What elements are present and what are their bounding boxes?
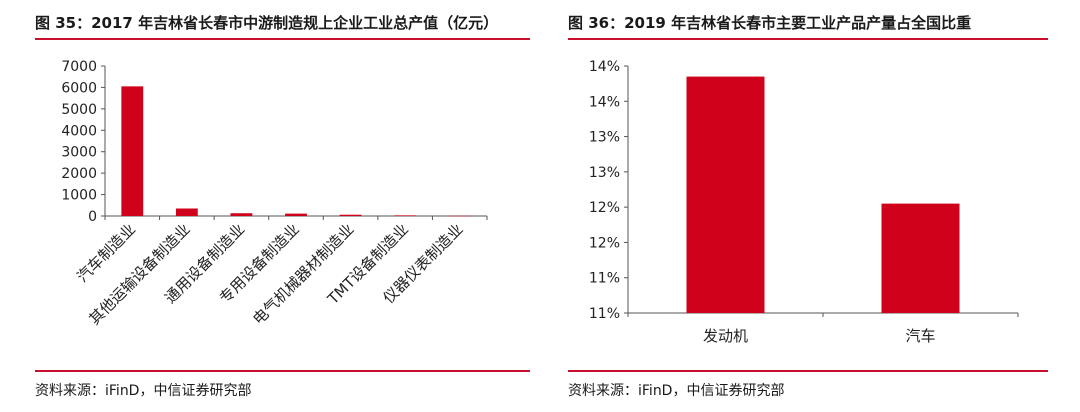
- y-tick-label: 2000: [61, 166, 97, 182]
- right-top-rule: [568, 38, 1048, 40]
- y-tick-label: 7000: [61, 59, 97, 75]
- y-tick-label: 14%: [589, 59, 620, 75]
- left-bottom-rule: [35, 370, 530, 372]
- y-tick-label: 4000: [61, 123, 97, 139]
- right-bottom-rule: [568, 370, 1048, 372]
- y-tick-label: 5000: [61, 102, 97, 118]
- bar-4: [285, 213, 307, 216]
- y-tick-label: 13%: [589, 165, 620, 181]
- y-tick-label: 3000: [61, 145, 97, 161]
- y-tick-label: 12%: [589, 235, 620, 251]
- x-category-label: 汽车: [905, 327, 935, 345]
- bar-1: [121, 86, 144, 216]
- right-bar-chart: 11% 11% 12% 12% 13% 13% 14% 14% 发动机 汽车: [589, 59, 1019, 345]
- left-bar-chart: 01000200030004000500060007000汽车制造业其他运输设备…: [61, 59, 488, 328]
- bar-2: [881, 203, 960, 313]
- y-tick-label: 1000: [61, 188, 97, 204]
- right-figure-panel: 图 36：2019 年吉林省长春市主要工业产品产量占全国比重 11% 11% 12%…: [568, 0, 1048, 412]
- left-figure-panel: 图 35：2017 年吉林省长春市中游制造规上企业工业总产值（亿元） 0 1000…: [35, 0, 530, 412]
- bar-2: [175, 208, 198, 216]
- y-tick-label: 12%: [589, 200, 620, 216]
- right-figure-title: 图 36：2019 年吉林省长春市主要工业产品产量占全国比重: [568, 14, 972, 32]
- y-tick-label: 0: [88, 209, 97, 225]
- y-tick-label: 6000: [61, 80, 97, 96]
- y-tick-label: 11%: [589, 271, 620, 287]
- bar-5: [339, 214, 362, 216]
- y-tick-label: 13%: [589, 130, 620, 146]
- left-figure-title: 图 35：2017 年吉林省长春市中游制造规上企业工业总产值（亿元）: [35, 14, 499, 32]
- left-top-rule: [35, 38, 530, 40]
- bar-3: [230, 213, 253, 216]
- right-source-note: 资料来源：iFinD，中信证券研究部: [568, 383, 785, 399]
- bar-6: [394, 215, 417, 216]
- bar-1: [686, 76, 765, 313]
- bar-7: [448, 215, 471, 217]
- y-tick-label: 11%: [589, 306, 620, 322]
- y-tick-label: 14%: [589, 94, 620, 110]
- x-category-label: 其他运输设备制造业: [85, 220, 193, 328]
- x-category-label: 发动机: [703, 327, 748, 345]
- x-category-label: 电气机械器材制造业: [249, 220, 357, 328]
- left-source-note: 资料来源：iFinD，中信证券研究部: [35, 383, 252, 399]
